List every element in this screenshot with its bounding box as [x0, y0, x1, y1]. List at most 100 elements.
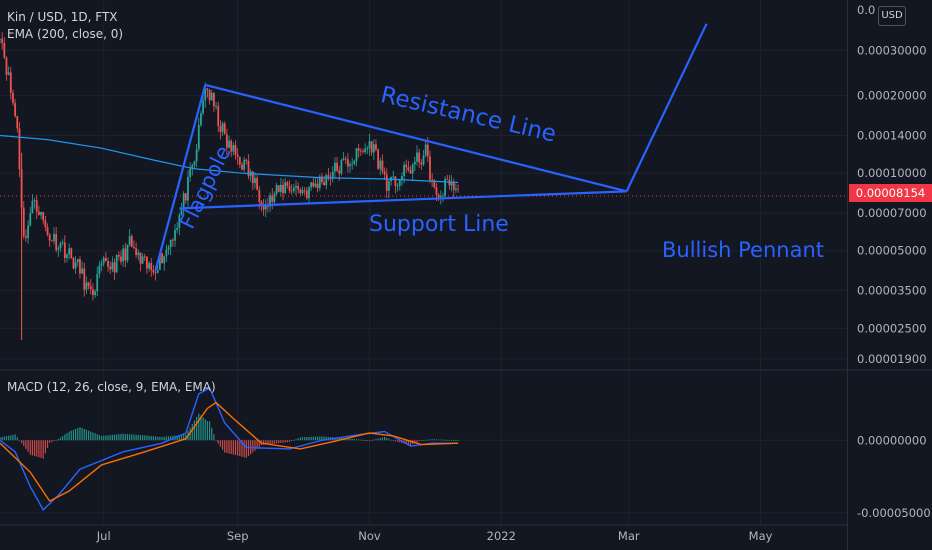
candle [247, 161, 250, 177]
histogram-bar [100, 435, 103, 441]
candle [29, 213, 32, 226]
candle [189, 169, 192, 177]
histogram-bar [178, 435, 180, 441]
histogram-bar [144, 435, 146, 441]
histogram-bar [204, 419, 206, 441]
histogram-bar [139, 435, 142, 441]
histogram-bar [405, 440, 407, 444]
candle [323, 182, 326, 186]
histogram-bar [211, 427, 213, 441]
histogram-bar [85, 429, 88, 441]
histogram-bar [3, 436, 5, 441]
candle [316, 183, 319, 189]
candle [299, 189, 302, 193]
candle [167, 247, 170, 250]
histogram-bar [392, 440, 394, 442]
currency-button[interactable]: USD [878, 6, 906, 26]
candle [204, 88, 207, 101]
histogram-bar [103, 435, 105, 441]
histogram-bar [299, 437, 301, 441]
candle [413, 161, 416, 165]
histogram-bar [232, 440, 234, 455]
candle [366, 148, 369, 150]
candle [53, 234, 55, 242]
bullish-pennant-label: Bullish Pennant [662, 238, 825, 262]
histogram-bar [301, 437, 304, 441]
candle [388, 181, 390, 191]
candle [174, 229, 176, 241]
support-line-label: Support Line [369, 212, 509, 237]
histogram-bar [31, 440, 34, 456]
histogram-bar [161, 437, 163, 441]
candle [154, 272, 157, 274]
candle [407, 167, 410, 171]
histogram-bar [304, 437, 306, 441]
histogram-bar [142, 435, 144, 441]
candle [40, 211, 42, 216]
histogram-bar [66, 433, 68, 441]
histogram-bar [362, 439, 364, 441]
candle [236, 154, 239, 157]
candle [310, 182, 313, 188]
histogram-bar [265, 440, 267, 445]
candle [50, 240, 53, 242]
histogram-bar [120, 433, 122, 441]
histogram-bar [433, 439, 435, 441]
candle [297, 185, 300, 190]
last-price-label: 0.00008154 [849, 184, 932, 202]
histogram-bar [254, 440, 256, 451]
candle [107, 260, 109, 267]
histogram-bar [62, 435, 64, 441]
histogram-bar [111, 434, 113, 441]
histogram-bar [388, 438, 390, 441]
histogram-bar [414, 440, 416, 444]
candle [355, 148, 358, 161]
histogram-bar [5, 436, 8, 441]
x-tick-label: Nov [358, 529, 381, 543]
candle [187, 176, 189, 201]
histogram-bar [295, 439, 297, 441]
histogram-bar [10, 435, 12, 441]
candle [169, 239, 172, 248]
histogram-bar [46, 440, 49, 449]
histogram-bar [44, 440, 46, 454]
candle [195, 149, 198, 162]
candle [37, 211, 40, 216]
candle [377, 149, 380, 169]
candle [210, 93, 213, 101]
candle [314, 183, 317, 187]
candle [139, 252, 142, 264]
candle [0, 38, 1, 40]
histogram-bar [245, 440, 247, 458]
flagpole-line [154, 84, 207, 271]
histogram-bar [109, 435, 111, 441]
candle [394, 176, 397, 187]
candle [180, 207, 183, 216]
candle [273, 193, 276, 202]
histogram-bar [75, 428, 77, 441]
candle [70, 248, 73, 258]
candle [230, 140, 233, 152]
histogram-bar [347, 438, 349, 441]
histogram-bar [297, 438, 299, 441]
histogram-bar [409, 440, 412, 446]
histogram-bar [40, 440, 42, 458]
histogram-bar [72, 429, 75, 441]
candle [197, 125, 200, 150]
candle [321, 176, 323, 183]
x-tick-label: Jul [96, 529, 111, 543]
histogram-bar [360, 439, 362, 441]
histogram-bar [273, 440, 276, 444]
histogram-bar [435, 439, 438, 441]
histogram-bar [42, 440, 44, 459]
histogram-bar [167, 436, 170, 441]
candle [150, 263, 153, 271]
candle [76, 259, 79, 263]
candle [66, 254, 68, 259]
candle [228, 140, 230, 148]
candle [96, 274, 99, 292]
candle [327, 175, 330, 177]
candle [234, 145, 237, 155]
histogram-bar [418, 440, 420, 442]
